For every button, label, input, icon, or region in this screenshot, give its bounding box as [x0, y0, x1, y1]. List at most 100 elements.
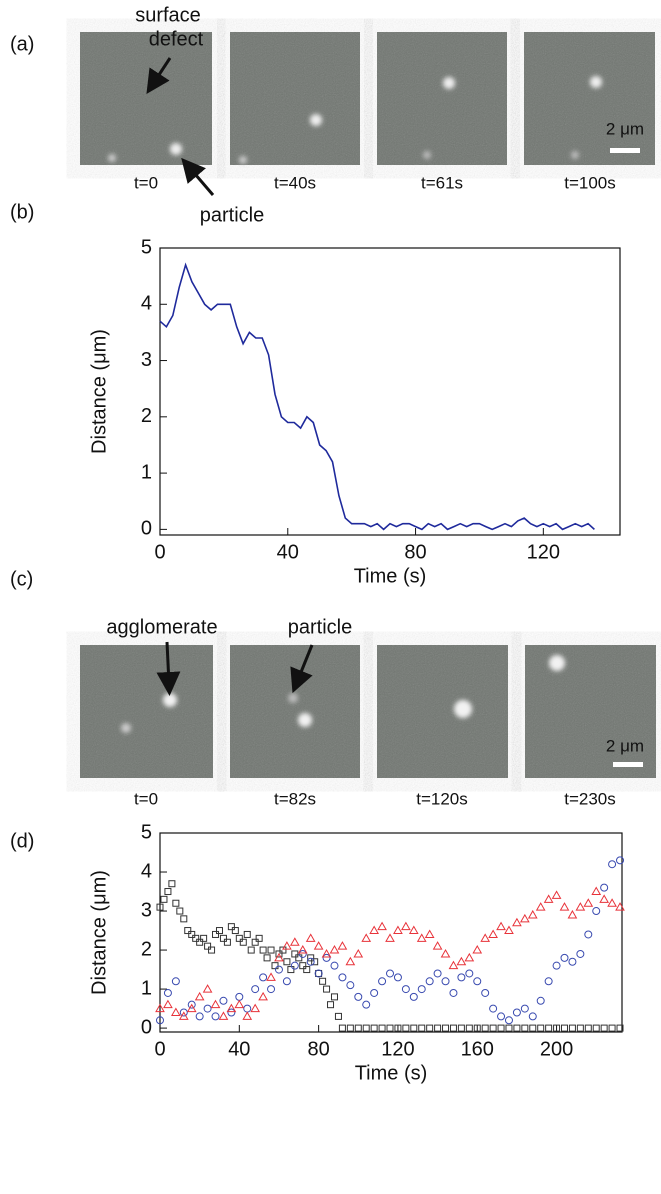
- caption: t=230s: [564, 789, 616, 808]
- marker: [156, 903, 164, 911]
- arrow: [146, 57, 172, 95]
- marker: [274, 952, 284, 962]
- marker: [529, 1024, 537, 1032]
- marker: [184, 927, 192, 935]
- marker: [416, 933, 427, 942]
- marker: [315, 969, 323, 977]
- marker: [408, 925, 419, 935]
- marker: [489, 1004, 498, 1013]
- marker: [393, 973, 402, 982]
- marker: [560, 1024, 568, 1032]
- marker: [401, 921, 411, 931]
- marker: [176, 907, 184, 915]
- marker: [615, 902, 625, 911]
- marker: [327, 1001, 335, 1009]
- marker: [212, 930, 220, 938]
- marker: [385, 933, 395, 942]
- marker: [449, 988, 458, 997]
- marker: [378, 977, 387, 986]
- marker: [433, 969, 442, 978]
- marker: [271, 962, 279, 970]
- marker: [440, 948, 451, 958]
- marker: [410, 1024, 418, 1032]
- marker: [583, 898, 594, 907]
- marker: [283, 958, 291, 966]
- marker: [178, 1011, 189, 1020]
- marker: [481, 1024, 489, 1032]
- marker: [345, 956, 356, 966]
- marker: [160, 895, 168, 903]
- annotation: surface: [135, 4, 201, 26]
- marker: [298, 949, 307, 958]
- marker: [480, 933, 491, 942]
- marker: [497, 1024, 505, 1032]
- marker: [473, 977, 482, 986]
- marker: [322, 953, 331, 962]
- marker: [354, 992, 363, 1001]
- marker: [496, 921, 506, 931]
- marker: [528, 1012, 537, 1021]
- marker: [243, 1004, 252, 1013]
- panel-label: (d): [10, 830, 34, 852]
- marker: [402, 1024, 410, 1032]
- marker: [489, 1024, 497, 1032]
- marker: [171, 1007, 181, 1016]
- marker: [323, 985, 331, 993]
- marker: [473, 1024, 481, 1032]
- marker: [567, 909, 578, 919]
- marker: [608, 1024, 616, 1032]
- marker: [543, 894, 554, 903]
- caption: t=0: [134, 789, 158, 808]
- marker: [553, 1024, 561, 1032]
- marker: [291, 950, 299, 958]
- marker: [282, 977, 291, 986]
- marker: [263, 954, 271, 962]
- marker: [560, 953, 569, 962]
- marker: [306, 957, 315, 966]
- marker: [305, 933, 316, 942]
- marker: [616, 856, 625, 865]
- marker: [303, 966, 311, 974]
- y-tick-label: 5: [141, 821, 152, 843]
- marker: [200, 934, 208, 942]
- marker: [425, 977, 434, 986]
- marker: [218, 1011, 229, 1020]
- marker: [210, 999, 221, 1009]
- y-tick-label: 3: [141, 899, 152, 921]
- marker: [259, 973, 268, 982]
- marker: [464, 952, 475, 962]
- marker: [311, 958, 319, 966]
- marker: [219, 934, 227, 942]
- marker: [457, 973, 466, 982]
- y-axis-label: Distance (μm): [88, 329, 110, 454]
- marker: [434, 1024, 442, 1032]
- marker: [155, 1003, 165, 1013]
- marker: [519, 913, 530, 923]
- marker: [465, 1024, 473, 1032]
- marker: [354, 1024, 362, 1032]
- caption: t=0: [134, 173, 158, 192]
- marker: [575, 902, 586, 911]
- marker: [456, 956, 467, 966]
- marker: [393, 925, 403, 935]
- marker: [505, 1024, 513, 1032]
- annotation: particle: [288, 616, 352, 638]
- marker: [179, 1008, 188, 1017]
- marker: [164, 888, 172, 896]
- marker: [497, 1012, 506, 1021]
- marker: [202, 984, 213, 993]
- marker: [208, 946, 216, 954]
- arrow: [181, 157, 215, 196]
- marker: [527, 909, 538, 919]
- marker: [535, 902, 546, 911]
- marker: [321, 948, 332, 958]
- y-tick-label: 1: [141, 461, 152, 483]
- marker: [338, 1024, 346, 1032]
- marker: [255, 934, 263, 942]
- marker: [559, 902, 570, 911]
- marker: [449, 1024, 457, 1032]
- arrow: [290, 644, 314, 694]
- y-tick-label: 4: [141, 860, 152, 882]
- caption: t=40s: [274, 173, 316, 192]
- marker: [163, 999, 173, 1009]
